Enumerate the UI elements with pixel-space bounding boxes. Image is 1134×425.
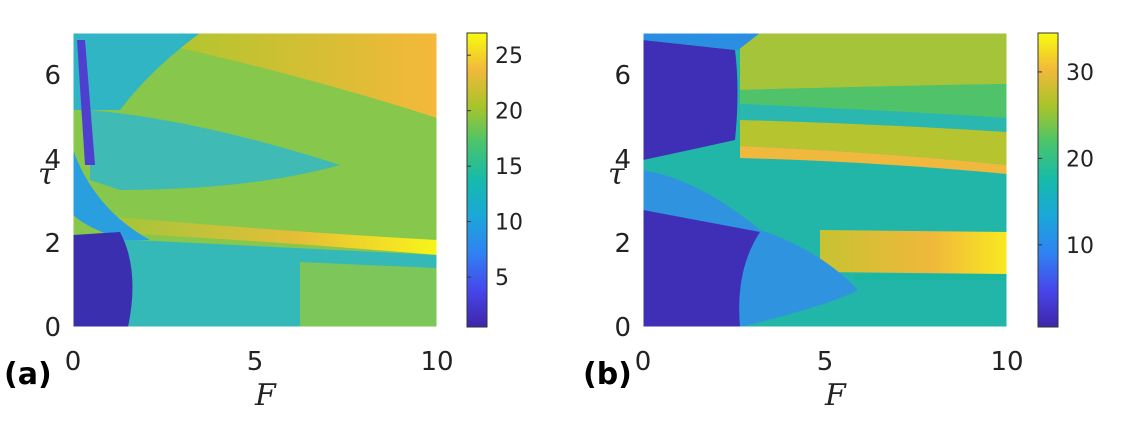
heatmap-a-mid-teal — [90, 110, 340, 190]
colorbar-a-ticks: 5 10 15 20 25 — [467, 44, 523, 291]
heatmap-a-dark-stripe — [77, 40, 95, 165]
colorbar-tick-label-a: 15 — [495, 155, 523, 180]
panel-label-b: (b) — [583, 357, 632, 392]
y-axis-label-b: τ — [608, 157, 625, 192]
x-tick-label-b: 0 — [635, 347, 652, 377]
heatmap-b-cyan-edge — [643, 33, 760, 50]
heatmap-b-orange-band — [740, 146, 1007, 174]
colorbar-tick-label-a: 10 — [495, 211, 523, 236]
heatmap-a-lower-band — [95, 215, 437, 255]
colorbar-tick-label-b: 20 — [1066, 147, 1094, 172]
heatmap-a — [72, 32, 438, 328]
colorbar-a — [466, 32, 488, 328]
y-tick-label-b: 2 — [614, 229, 631, 259]
heatmap-b-teal-band — [855, 274, 1007, 280]
y-tick-label-b: 0 — [614, 313, 631, 343]
x-tick-label-b: 10 — [990, 347, 1023, 377]
colorbar-tick-label-a: 20 — [495, 100, 523, 125]
heatmap-b-dark-bottom — [643, 210, 760, 327]
x-tick-label-a: 5 — [247, 347, 264, 377]
colorbar-tick-label-a: 25 — [495, 44, 523, 69]
x-axis-label-a: F — [254, 378, 277, 413]
colorbar-tick-label-a: 5 — [495, 266, 509, 291]
axes-a-ticks: 0 5 10 0 2 4 6 — [44, 61, 453, 377]
panel-b: 10 20 30 0 5 10 0 2 4 6 τ F (b) — [583, 32, 1094, 413]
colorbar-b — [1037, 32, 1059, 328]
x-tick-label-a: 0 — [65, 347, 82, 377]
heatmap-b-top-band — [740, 33, 1007, 90]
colorbar-b-ticks: 10 20 30 — [1038, 61, 1094, 259]
heatmap-b-green-band — [740, 84, 1007, 118]
heatmap-b-dark-top — [643, 40, 738, 160]
x-tick-label-b: 5 — [817, 347, 834, 377]
panel-label-a: (a) — [4, 357, 52, 392]
heatmap-b-frame — [642, 32, 1008, 328]
y-tick-label-b: 4 — [614, 145, 631, 175]
axes-b-ticks: 0 5 10 0 2 4 6 — [614, 61, 1023, 377]
y-tick-label-a: 4 — [44, 145, 61, 175]
y-tick-label-a: 6 — [44, 61, 61, 91]
heatmap-b-mid-band — [740, 120, 1007, 165]
heatmap-a-dark-region — [73, 232, 133, 327]
heatmap-b-low-band — [820, 230, 1007, 274]
heatmap-a-cyan-wedge — [73, 150, 150, 240]
heatmap-b — [642, 32, 1008, 328]
panel-a: 5 10 15 20 25 0 5 10 0 2 4 6 τ F (a) — [4, 32, 523, 413]
y-axis-label-a: τ — [38, 157, 55, 192]
x-tick-label-a: 10 — [420, 347, 453, 377]
y-tick-label-a: 2 — [44, 229, 61, 259]
x-axis-label-b: F — [824, 378, 847, 413]
y-tick-label-a: 0 — [44, 313, 61, 343]
heatmap-a-upper-teal — [73, 33, 200, 110]
heatmap-a-frame — [72, 32, 438, 328]
y-tick-label-b: 6 — [614, 61, 631, 91]
colorbar-tick-label-b: 10 — [1066, 234, 1094, 259]
heatmap-b-upper-band — [740, 104, 1007, 132]
colorbar-tick-label-b: 30 — [1066, 61, 1094, 86]
heatmap-a-upper-band — [180, 33, 437, 118]
heatmap-a-bottom-right — [300, 262, 437, 327]
